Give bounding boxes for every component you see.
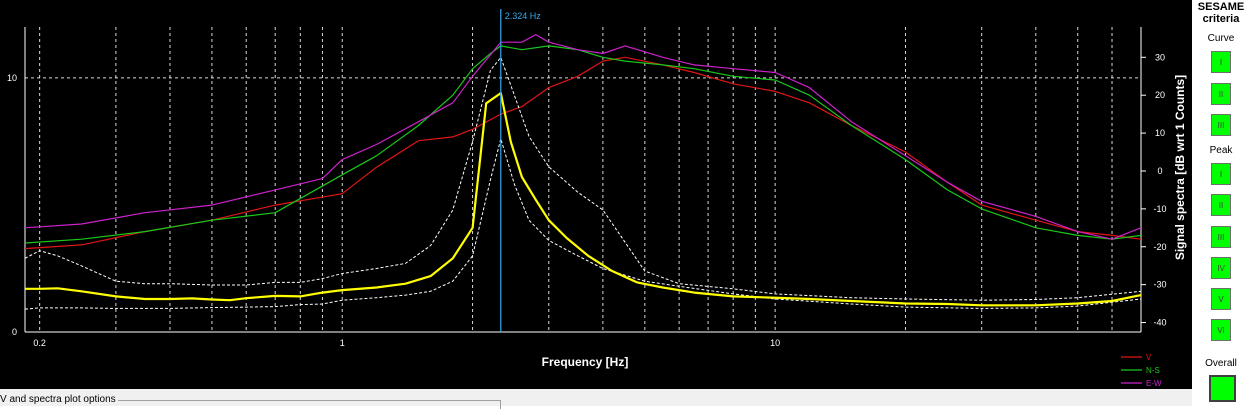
peak-criterion-3-label: III [1217,232,1225,242]
peak-criterion-4-label: IV [1217,263,1225,273]
sesame-subtitle: criteria [1202,13,1240,25]
peak-criterion-5-button[interactable]: V [1211,288,1231,310]
sesame-title: SESAME [1197,1,1245,13]
peak-frequency-label: 2.324 Hz [505,11,542,21]
spectrum-line-v [24,56,1142,250]
hv-spectra-chart: 0.2 1 10 0 10 -40 -30 -20 -10 0 10 20 30 Signal spect… [7,9,1187,388]
sesame-criteria-panel: SESAME criteria Curve I II III Peak I II… [1192,0,1250,406]
peak-criterion-4-button[interactable]: IV [1211,257,1231,279]
hv-plot-panel: 0.2 1 10 0 10 -40 -30 -20 -10 0 10 20 30 Signal spect… [0,0,1192,389]
curve-criterion-1-button[interactable]: I [1211,51,1231,73]
peak-criterion-1-label: I [1219,169,1223,179]
plot-options-strip: V and spectra plot options [0,389,1192,409]
hv-std-upper-line [24,57,1142,301]
curve-criterion-3-label: III [1217,120,1225,130]
left-tick-label: 10 [7,73,17,83]
legend-label-n-s: N-S [1146,366,1160,375]
peak-criterion-6-label: VI [1217,325,1225,335]
curve-criterion-2-button[interactable]: II [1211,83,1231,105]
right-tick-label: -20 [1153,242,1166,252]
spectrum-line-e-w [24,33,1142,240]
x-tick-label: 10 [770,338,780,348]
right-tick-label: 20 [1155,90,1165,100]
peak-criterion-1-button[interactable]: I [1211,163,1231,185]
plot-options-groupbox [0,400,501,409]
overall-label: Overall [1205,358,1237,369]
left-tick-label: 0 [12,327,17,337]
right-tick-label: -10 [1153,204,1166,214]
x-tick-label: 0.2 [33,338,46,348]
peak-criterion-2-button[interactable]: II [1211,194,1231,216]
right-tick-label: 30 [1155,52,1165,62]
right-tick-label: 0 [1157,166,1162,176]
curve-criteria-label: Curve [1207,33,1235,44]
legend-label-v: V [1146,353,1152,362]
peak-criterion-2-label: II [1218,200,1224,210]
curve-criterion-1-label: I [1219,57,1223,67]
peak-criterion-3-button[interactable]: III [1211,226,1231,248]
peak-criteria-label: Peak [1209,145,1233,156]
right-tick-label: 10 [1155,128,1165,138]
legend-label-e-w: E-W [1146,379,1162,388]
x-tick-label: 1 [340,338,345,348]
right-tick-label: -30 [1153,280,1166,290]
right-tick-label: -40 [1153,318,1166,328]
spectrum-line-n-s [24,45,1142,244]
plot-options-group-label: V and spectra plot options [0,394,118,405]
curve-criterion-2-label: II [1218,89,1224,99]
x-axis-title: Frequency [Hz] [542,355,629,369]
overall-status-indicator[interactable] [1209,375,1236,402]
peak-criterion-5-label: V [1218,294,1224,304]
peak-criterion-6-button[interactable]: VI [1211,319,1231,341]
hv-std-lower-line [24,138,1142,310]
right-axis-title: Signal spectra [dB wrt 1 Counts] [1173,75,1187,260]
curve-criterion-3-button[interactable]: III [1211,114,1231,136]
